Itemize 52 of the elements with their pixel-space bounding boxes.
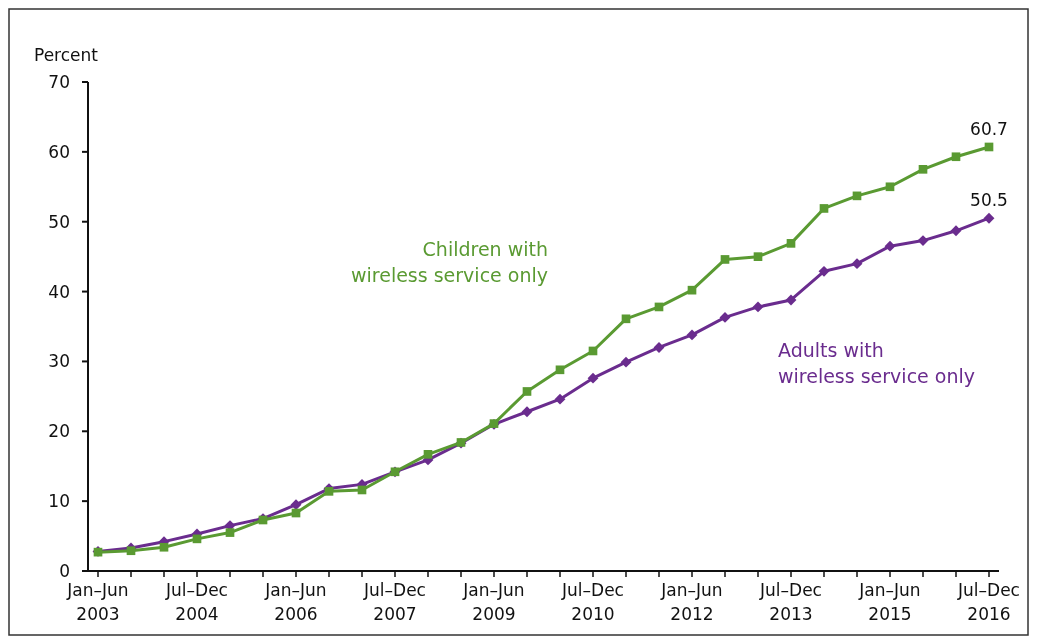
point [785, 294, 797, 306]
point [521, 406, 533, 418]
point [918, 164, 928, 174]
data-label: 60.7 [970, 118, 1008, 139]
x-tick-label: Jan–Jun 2015 [858, 580, 921, 624]
point [621, 314, 631, 324]
x-tick-label: Jan–Jun 2006 [264, 580, 327, 624]
point [983, 212, 995, 224]
point [324, 487, 334, 496]
y-axis-title: Percent [34, 45, 99, 65]
point [126, 546, 136, 556]
point [819, 204, 829, 213]
point [719, 312, 731, 323]
y-tick-label: 10 [48, 491, 70, 512]
text: Children with wireless service only [351, 237, 548, 286]
point [884, 240, 896, 252]
x-tick-label: Jan–Jun 2009 [462, 580, 525, 624]
x-tick-label: Jan–Jun 2003 [66, 580, 129, 624]
x-tick-label: Jul–Dec 2007 [363, 580, 426, 624]
y-tick-label: 30 [48, 351, 70, 372]
point [159, 542, 169, 552]
point [620, 356, 632, 368]
point [554, 393, 566, 405]
x-tick-label: Jan–Jun 2012 [660, 580, 723, 624]
x-tick-label: Jul–Dec 2004 [165, 580, 228, 624]
point [225, 528, 235, 537]
y-tick-label: 0 [59, 560, 70, 581]
y-tick-label: 50 [48, 211, 70, 232]
series-label: Adults with wireless service only [778, 338, 975, 387]
x-tick-label: Jul–Dec 2010 [561, 580, 624, 624]
x-tick-label: Jul–Dec 2013 [759, 580, 822, 624]
point [753, 252, 763, 261]
x-tick-label: Jul–Dec 2016 [957, 580, 1020, 624]
point [786, 239, 796, 248]
point [851, 258, 863, 270]
point [885, 182, 895, 192]
point [720, 255, 730, 264]
y-tick-label: 40 [48, 281, 70, 302]
point [555, 365, 565, 375]
point [587, 372, 599, 384]
y-tick-label: 20 [48, 421, 70, 442]
point [752, 301, 764, 313]
point [687, 285, 697, 295]
y-tick-label: 70 [48, 71, 70, 92]
point [951, 152, 961, 162]
data-label: 50.5 [970, 190, 1008, 211]
point [950, 225, 962, 237]
y-tick-label: 60 [48, 141, 70, 162]
point [818, 265, 830, 277]
point [522, 387, 532, 396]
point [686, 329, 698, 341]
point [423, 450, 433, 459]
